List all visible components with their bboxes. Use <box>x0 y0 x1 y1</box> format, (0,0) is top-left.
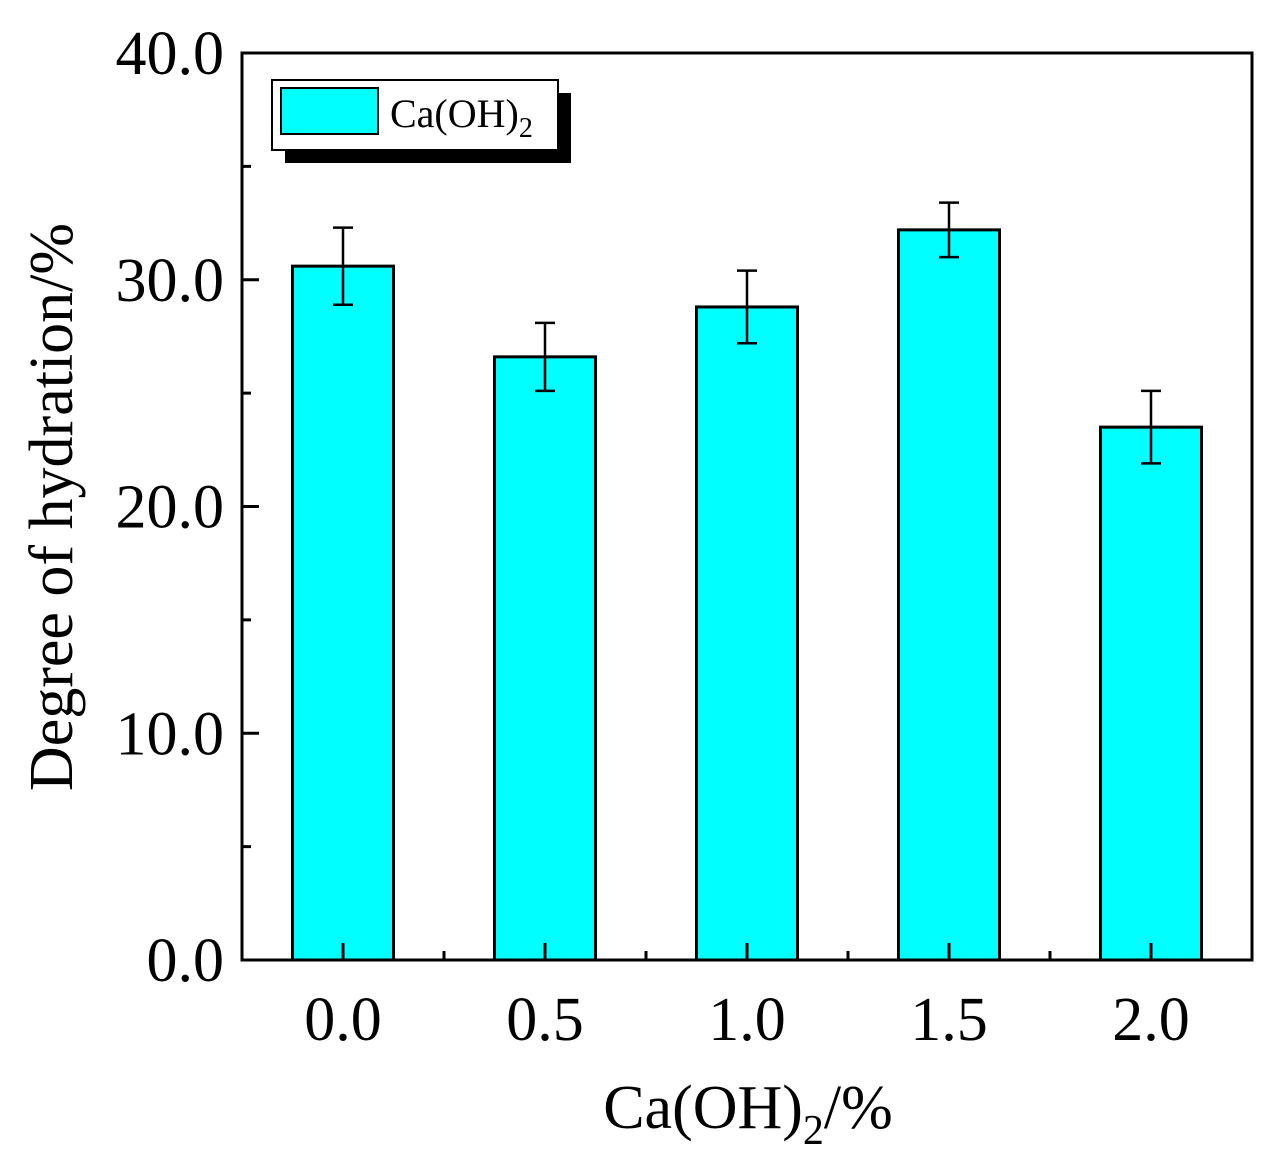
x-tick-label-4: 2.0 <box>1112 986 1190 1054</box>
y-tick-label-0: 0.0 <box>147 927 225 995</box>
x-axis-label: Ca(OH)2/% <box>603 1074 893 1154</box>
y-tick-label-4: 40.0 <box>116 20 225 88</box>
bar-3 <box>897 228 1001 962</box>
legend-label-subscript: 2 <box>519 113 533 144</box>
bar-0 <box>291 264 395 962</box>
legend: Ca(OH)2 <box>271 79 571 163</box>
x-axis: 0.0 0.5 1.0 1.5 2.0 <box>304 943 1190 1054</box>
y-tick-label-1: 10.0 <box>116 700 225 768</box>
y-axis-label: Degree of hydration/% <box>18 223 86 791</box>
x-axis-label-subscript: 2 <box>803 1108 824 1154</box>
x-tick-label-0: 0.0 <box>304 986 382 1054</box>
error-bars-group <box>333 201 1161 465</box>
y-tick-label-3: 30.0 <box>116 247 225 315</box>
bar-4 <box>1099 425 1203 962</box>
y-axis: 0.0 10.0 20.0 30.0 40.0 <box>116 20 259 995</box>
bar-1 <box>493 355 597 962</box>
x-tick-label-2: 1.0 <box>708 986 786 1054</box>
legend-label-main: Ca(OH) <box>390 91 519 136</box>
x-axis-label-suffix: /% <box>824 1074 893 1142</box>
y-tick-label-2: 20.0 <box>116 474 225 542</box>
legend-swatch <box>280 87 379 135</box>
x-axis-label-main: Ca(OH) <box>603 1074 803 1142</box>
x-tick-label-3: 1.5 <box>910 986 988 1054</box>
x-tick-label-1: 0.5 <box>506 986 584 1054</box>
legend-label: Ca(OH)2 <box>390 91 533 144</box>
bar-2 <box>695 305 799 962</box>
